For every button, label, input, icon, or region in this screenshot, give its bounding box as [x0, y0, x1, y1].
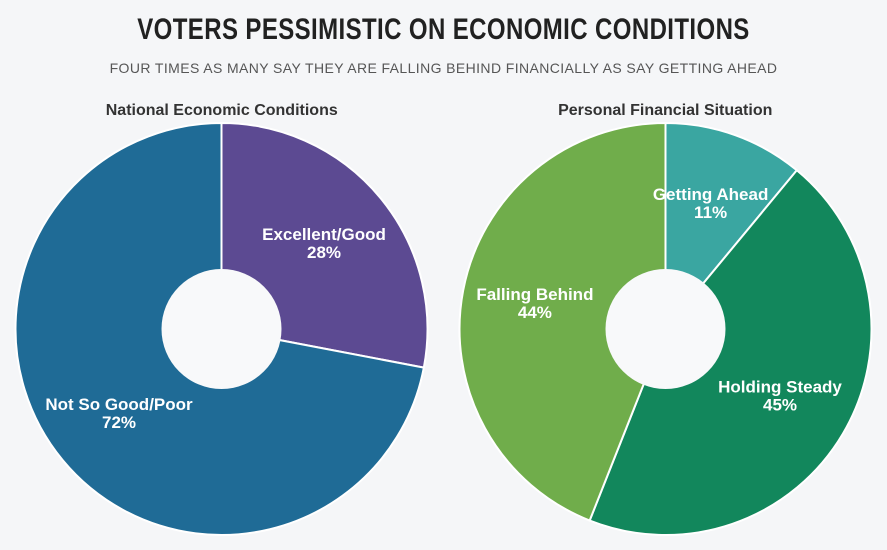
slice-label-not-so-good-poor: Not So Good/Poor 72% — [45, 395, 193, 432]
pie-slice-getting-ahead — [664, 122, 798, 330]
pie-slice-falling-behind — [458, 122, 666, 522]
donut-chart-personal-financial-situation: Getting Ahead 11% Holding Steady 45% Falling… — [458, 122, 872, 536]
chart-title-national: National Economic Conditions — [105, 102, 338, 119]
chart-title-personal: Personal Financial Situation — [558, 102, 773, 119]
charts-row: National Economic Conditions Excellent/G… — [0, 100, 887, 544]
slice-label-falling-behind: Falling Behind 44% — [476, 285, 593, 322]
chart-page: VOTERS PESSIMISTIC ON ECONOMIC CONDITION… — [0, 13, 887, 550]
donut-chart-national-economic-conditions: Excellent/Good 28% Not So Good/Poor 72% — [14, 122, 429, 536]
slice-label-excellent-good: Excellent/Good 28% — [262, 225, 386, 262]
chart-personal-financial-situation: Personal Financial Situation Getting Ahe… — [444, 100, 887, 544]
page-subtitle: FOUR TIMES AS MANY SAY THEY ARE FALLING … — [109, 60, 778, 76]
donut-hole — [161, 269, 282, 389]
page-title: VOTERS PESSIMISTIC ON ECONOMIC CONDITION… — [137, 13, 750, 46]
slice-label-getting-ahead: Getting Ahead 11% — [652, 185, 768, 222]
slice-label-holding-steady: Holding Steady 45% — [718, 378, 842, 415]
chart-national-economic-conditions: National Economic Conditions Excellent/G… — [0, 100, 444, 544]
donut-hole — [605, 269, 725, 389]
pie-slice-holding-steady — [588, 169, 872, 536]
